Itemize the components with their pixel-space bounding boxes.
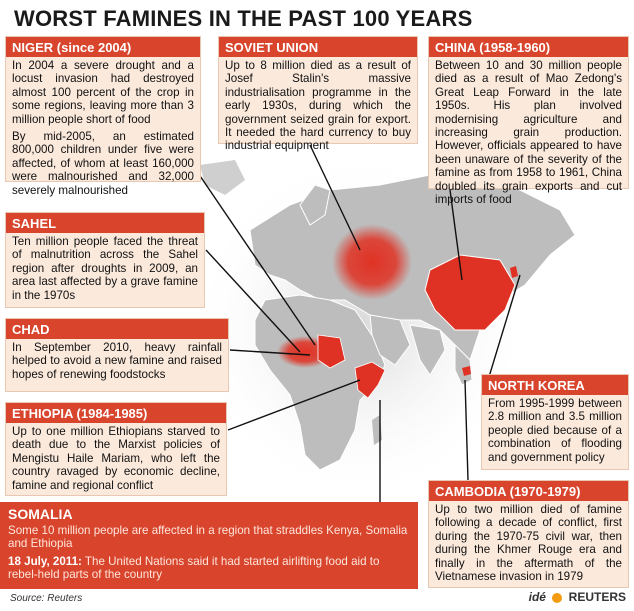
china-highlight bbox=[424, 254, 516, 331]
somalia-update-text: The United Nations said it had started a… bbox=[8, 554, 380, 582]
ethiopia-heading: ETHIOPIA (1984-1985) bbox=[6, 403, 226, 423]
niger-heading: NIGER (since 2004) bbox=[6, 37, 200, 57]
niger-text-2: By mid-2005, an estimated 800,000 childr… bbox=[12, 130, 194, 197]
sahel-heading: SAHEL bbox=[6, 213, 204, 233]
soviet-union-box: SOVIET UNION Up to 8 million died as a r… bbox=[218, 36, 418, 152]
source-note: Source: Reuters bbox=[10, 593, 83, 604]
chad-box: CHAD In September 2010, heavy rainfall h… bbox=[5, 318, 229, 392]
north-korea-highlight bbox=[510, 266, 518, 278]
cambodia-heading: CAMBODIA (1970-1979) bbox=[429, 481, 628, 501]
greenland bbox=[200, 160, 245, 195]
soviet-union-heading: SOVIET UNION bbox=[219, 37, 417, 57]
north-korea-box: NORTH KOREA From 1995-1999 between 2.8 m… bbox=[481, 374, 629, 470]
ethiopia-box: ETHIOPIA (1984-1985) Up to one million E… bbox=[5, 402, 227, 496]
somalia-text-1: Some 10 million people are affected in a… bbox=[8, 524, 408, 551]
niger-box: NIGER (since 2004) In 2004 a severe drou… bbox=[5, 36, 201, 197]
cambodia-box: CAMBODIA (1970-1979) Up to two million d… bbox=[428, 480, 629, 588]
north-korea-heading: NORTH KOREA bbox=[482, 375, 628, 395]
page-title: WORST FAMINES IN THE PAST 100 YEARS bbox=[14, 6, 473, 31]
cambodia-text: Up to two million died of famine followi… bbox=[435, 503, 622, 584]
southeast-asia bbox=[454, 343, 473, 386]
chad-heading: CHAD bbox=[6, 319, 228, 339]
china-box: CHINA (1958-1960) Between 10 and 30 mill… bbox=[428, 36, 629, 206]
scandinavia bbox=[299, 184, 331, 226]
niger-text-1: In 2004 a severe drought and a locust in… bbox=[12, 59, 194, 126]
somalia-text-2: 18 July, 2011: The United Nations said i… bbox=[8, 555, 410, 582]
sahel-text: Ten million people faced the threat of m… bbox=[12, 235, 198, 302]
soviet-union-highlight bbox=[332, 224, 412, 300]
china-heading: CHINA (1958-1960) bbox=[429, 37, 628, 57]
india bbox=[409, 324, 446, 376]
credit-logo: idé REUTERS bbox=[529, 590, 626, 604]
soviet-union-text: Up to 8 million died as a result of Jose… bbox=[225, 59, 411, 153]
reuters-logo-text: REUTERS bbox=[568, 590, 626, 604]
ethiopia-text: Up to one million Ethiopians starved to … bbox=[12, 425, 220, 492]
china-text: Between 10 and 30 million people died as… bbox=[435, 59, 622, 207]
somalia-date: 18 July, 2011: bbox=[8, 554, 82, 568]
somalia-heading: SOMALIA bbox=[8, 506, 73, 522]
cambodia-highlight bbox=[462, 366, 471, 376]
ide-logo-text: idé bbox=[528, 590, 546, 604]
ethiopia-somalia-highlight bbox=[354, 361, 386, 399]
reuters-dot-icon bbox=[552, 592, 563, 603]
chad-text: In September 2010, heavy rainfall helped… bbox=[12, 341, 222, 381]
sahel-box: SAHEL Ten million people faced the threa… bbox=[5, 212, 205, 308]
somalia-box: SOMALIA Some 10 million people are affec… bbox=[0, 502, 418, 589]
arabia bbox=[369, 314, 411, 366]
chad-highlight bbox=[317, 334, 346, 369]
north-korea-text: From 1995-1999 between 2.8 million and 3… bbox=[488, 397, 622, 464]
